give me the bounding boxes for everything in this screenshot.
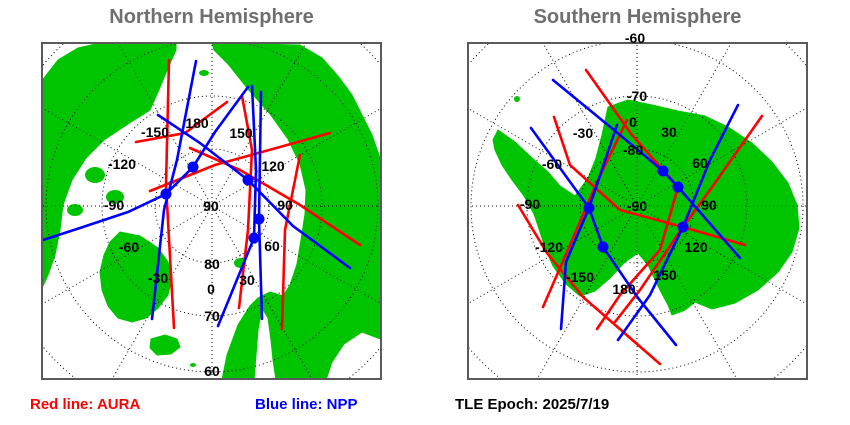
graticule-label: 60 [264, 238, 280, 254]
graticule-label: -30 [148, 270, 168, 286]
graticule-label: 0 [629, 114, 637, 130]
graticule-label: 30 [239, 272, 255, 288]
graticule-label: -120 [535, 239, 563, 255]
graticule-label: -150 [566, 269, 594, 285]
satellite-position-dot [672, 181, 684, 193]
graticule-label: -70 [627, 88, 647, 104]
latitude-circle [101, 95, 323, 317]
satellite-position-dot [248, 232, 260, 244]
satellite-position-dot [583, 202, 595, 214]
southern-hemisphere-map-svg: -60 -70 -80 -90 0 30 -30 60 -60 90 -90 120 -120 150 -1… [467, 30, 808, 380]
graticule-label: 150 [229, 125, 253, 141]
graticule-label: -90 [520, 196, 540, 212]
satellite-position-dot [253, 213, 265, 225]
aura-ground-track [584, 68, 680, 331]
island [85, 167, 105, 183]
graticule-label: 90 [701, 197, 717, 213]
landmass [211, 42, 382, 380]
npp-ground-track [150, 59, 198, 321]
landmass [492, 99, 800, 316]
npp-ground-track [559, 123, 619, 331]
graticule-label: -90 [104, 197, 124, 213]
aura-ground-track [552, 115, 747, 247]
satellite-position-dot [677, 221, 689, 233]
satellite-position-dot [242, 174, 254, 186]
graticule-label: -30 [573, 125, 593, 141]
latitude-circle [526, 95, 748, 317]
map-frame [467, 42, 808, 380]
northern-hemisphere-map-svg: 180 -150 150 -120 120 -90 90 -60 60 -30 30 0 90 80 70 6… [41, 42, 382, 380]
latitude-circle [45, 42, 379, 373]
npp-ground-track [216, 84, 258, 328]
aura-ground-track [541, 118, 629, 309]
graticule-label: -80 [623, 142, 643, 158]
satellite-position-dot [160, 188, 172, 200]
graticule-label: 120 [261, 158, 285, 174]
graticule-label: 150 [653, 267, 677, 283]
northern-hemisphere-map: 180 -150 150 -120 120 -90 90 -60 60 -30 30 0 90 80 70 6… [41, 42, 382, 380]
npp-ground-track [257, 90, 264, 321]
satellite-position-dot [657, 165, 669, 177]
latitude-circle [470, 42, 804, 373]
graticule-label: 180 [612, 281, 636, 297]
graticule-label: -150 [141, 124, 169, 140]
graticule-label: 30 [661, 124, 677, 140]
graticule-label: 0 [207, 281, 215, 297]
graticule-label: 120 [684, 239, 708, 255]
southern-hemisphere-map: -60 -70 -80 -90 0 30 -30 60 -60 90 -90 120 -120 150 -1… [467, 30, 808, 380]
map-frame [41, 42, 382, 380]
island [106, 190, 124, 204]
graticule-label: -60 [542, 156, 562, 172]
graticule-label: 180 [185, 115, 209, 131]
graticule-label: -90 [627, 198, 647, 214]
island [190, 363, 196, 367]
island [514, 96, 520, 102]
graticule-label: 70 [204, 308, 220, 324]
northern-hemisphere-title: Northern Hemisphere [109, 6, 314, 28]
aura-ground-track [237, 94, 254, 310]
island [199, 70, 209, 76]
graticule-label: 60 [204, 363, 220, 379]
graticule-label: 60 [692, 155, 708, 171]
graticule-label: 80 [204, 256, 220, 272]
aura-ground-track [280, 153, 302, 331]
landmass [149, 334, 181, 356]
graticule-label: -60 [119, 239, 139, 255]
legend-red-aura: Red line: AURA [30, 396, 141, 413]
satellite-position-dot [597, 241, 609, 253]
southern-hemisphere-title: Southern Hemisphere [533, 6, 742, 28]
graticule-label: 90 [203, 198, 219, 214]
legend-blue-npp: Blue line: NPP [255, 396, 358, 413]
legend-tle-epoch: TLE Epoch: 2025/7/19 [455, 396, 610, 413]
island [67, 204, 83, 216]
satellite-position-dot [187, 161, 199, 173]
graticule-label: 90 [277, 197, 293, 213]
graticule-label: -120 [108, 156, 136, 172]
graticule-label: -60 [625, 30, 645, 46]
aura-ground-track [188, 146, 362, 247]
